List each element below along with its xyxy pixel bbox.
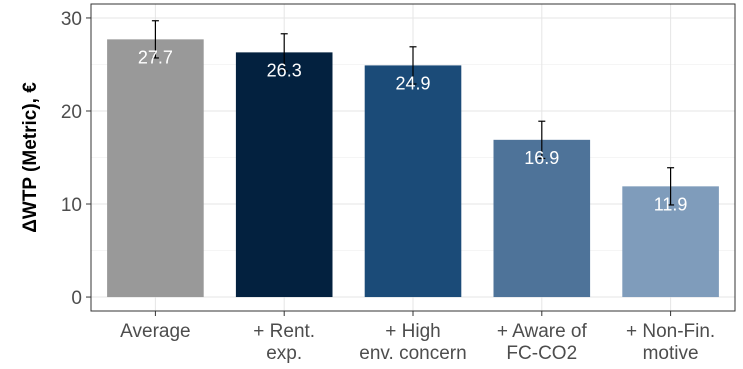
- error-bar: [151, 20, 159, 59]
- x-tick-label: + Rent. exp.: [253, 321, 315, 364]
- x-tick-label: + Aware of FC-CO2: [497, 321, 588, 364]
- y-tick-label: 30: [61, 9, 82, 30]
- bar: [107, 39, 204, 298]
- x-tick-label: Average: [120, 321, 190, 342]
- data-label: 27.7: [138, 48, 173, 68]
- error-bars: [151, 20, 675, 206]
- error-bar: [280, 33, 288, 72]
- bar: [235, 52, 333, 298]
- x-tick-label-line: + Rent.: [253, 321, 315, 342]
- data-labels: 27.7 26.3 24.9 16.9 11.9: [138, 48, 688, 215]
- error-bar: [409, 46, 417, 85]
- data-label: 26.3: [267, 61, 302, 81]
- x-tick-label: + Non-Fin. motive: [626, 321, 715, 364]
- y-axis: 0 10 20 30: [61, 9, 91, 309]
- x-tick-label: + High env. concern: [359, 321, 466, 364]
- x-tick-label-line: + Non-Fin.: [626, 321, 715, 342]
- x-tick-label-line: env. concern: [359, 343, 466, 364]
- x-tick-label-line: + High: [385, 321, 440, 342]
- x-tick-label-line: exp.: [266, 343, 302, 364]
- error-bar: [667, 167, 675, 206]
- x-axis: Average + Rent. exp. + High env. concern + Aw…: [120, 311, 715, 364]
- bar: [493, 139, 591, 298]
- y-tick-label: 0: [71, 288, 82, 309]
- error-bar: [538, 120, 546, 160]
- x-tick-label-line: Average: [120, 321, 190, 342]
- data-label: 11.9: [654, 195, 688, 215]
- x-tick-label-line: motive: [643, 343, 699, 364]
- bar: [364, 65, 462, 298]
- x-tick-label-line: + Aware of: [497, 321, 588, 342]
- y-tick-label: 20: [61, 102, 82, 123]
- data-label: 24.9: [395, 74, 430, 94]
- data-label: 16.9: [524, 148, 559, 168]
- y-axis-title: ΔWTP (Metric), €: [20, 82, 41, 233]
- y-tick-label: 10: [61, 195, 82, 216]
- x-tick-label-line: FC-CO2: [506, 343, 577, 364]
- bars: [107, 39, 719, 298]
